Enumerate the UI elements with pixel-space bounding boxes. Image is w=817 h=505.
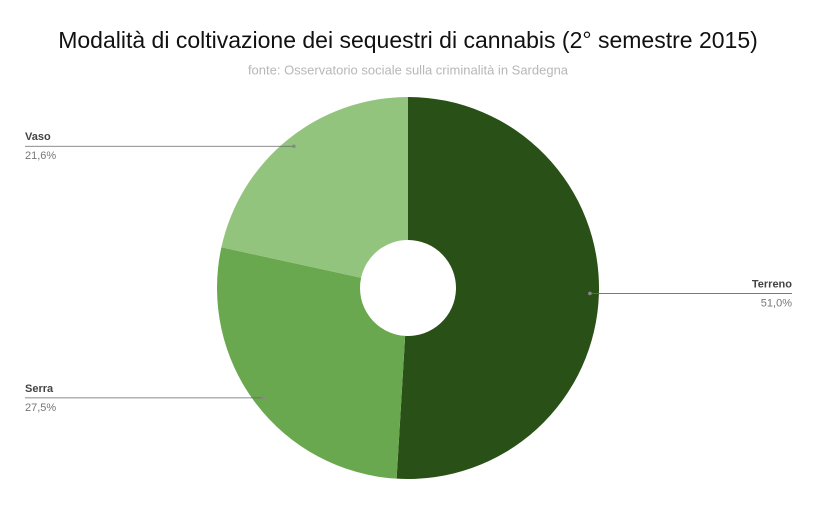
leader-dot	[292, 144, 296, 149]
slice-value-label: 51,0%	[761, 297, 792, 309]
slice-value-label: 21,6%	[25, 150, 56, 162]
slice-label: Terreno	[752, 278, 792, 290]
chart-subtitle: fonte: Osservatorio sociale sulla crimin…	[248, 62, 569, 77]
slice-label: Serra	[25, 383, 54, 395]
leader-dot	[261, 396, 265, 400]
chart-title: Modalità di coltivazione dei sequestri d…	[58, 27, 758, 53]
slice-value-label: 27,5%	[25, 402, 56, 414]
pie-slice	[221, 97, 408, 278]
pie-slice	[396, 97, 599, 479]
slice-label: Vaso	[25, 131, 51, 143]
leader-dot	[588, 291, 592, 296]
pie-slice	[216, 247, 406, 479]
